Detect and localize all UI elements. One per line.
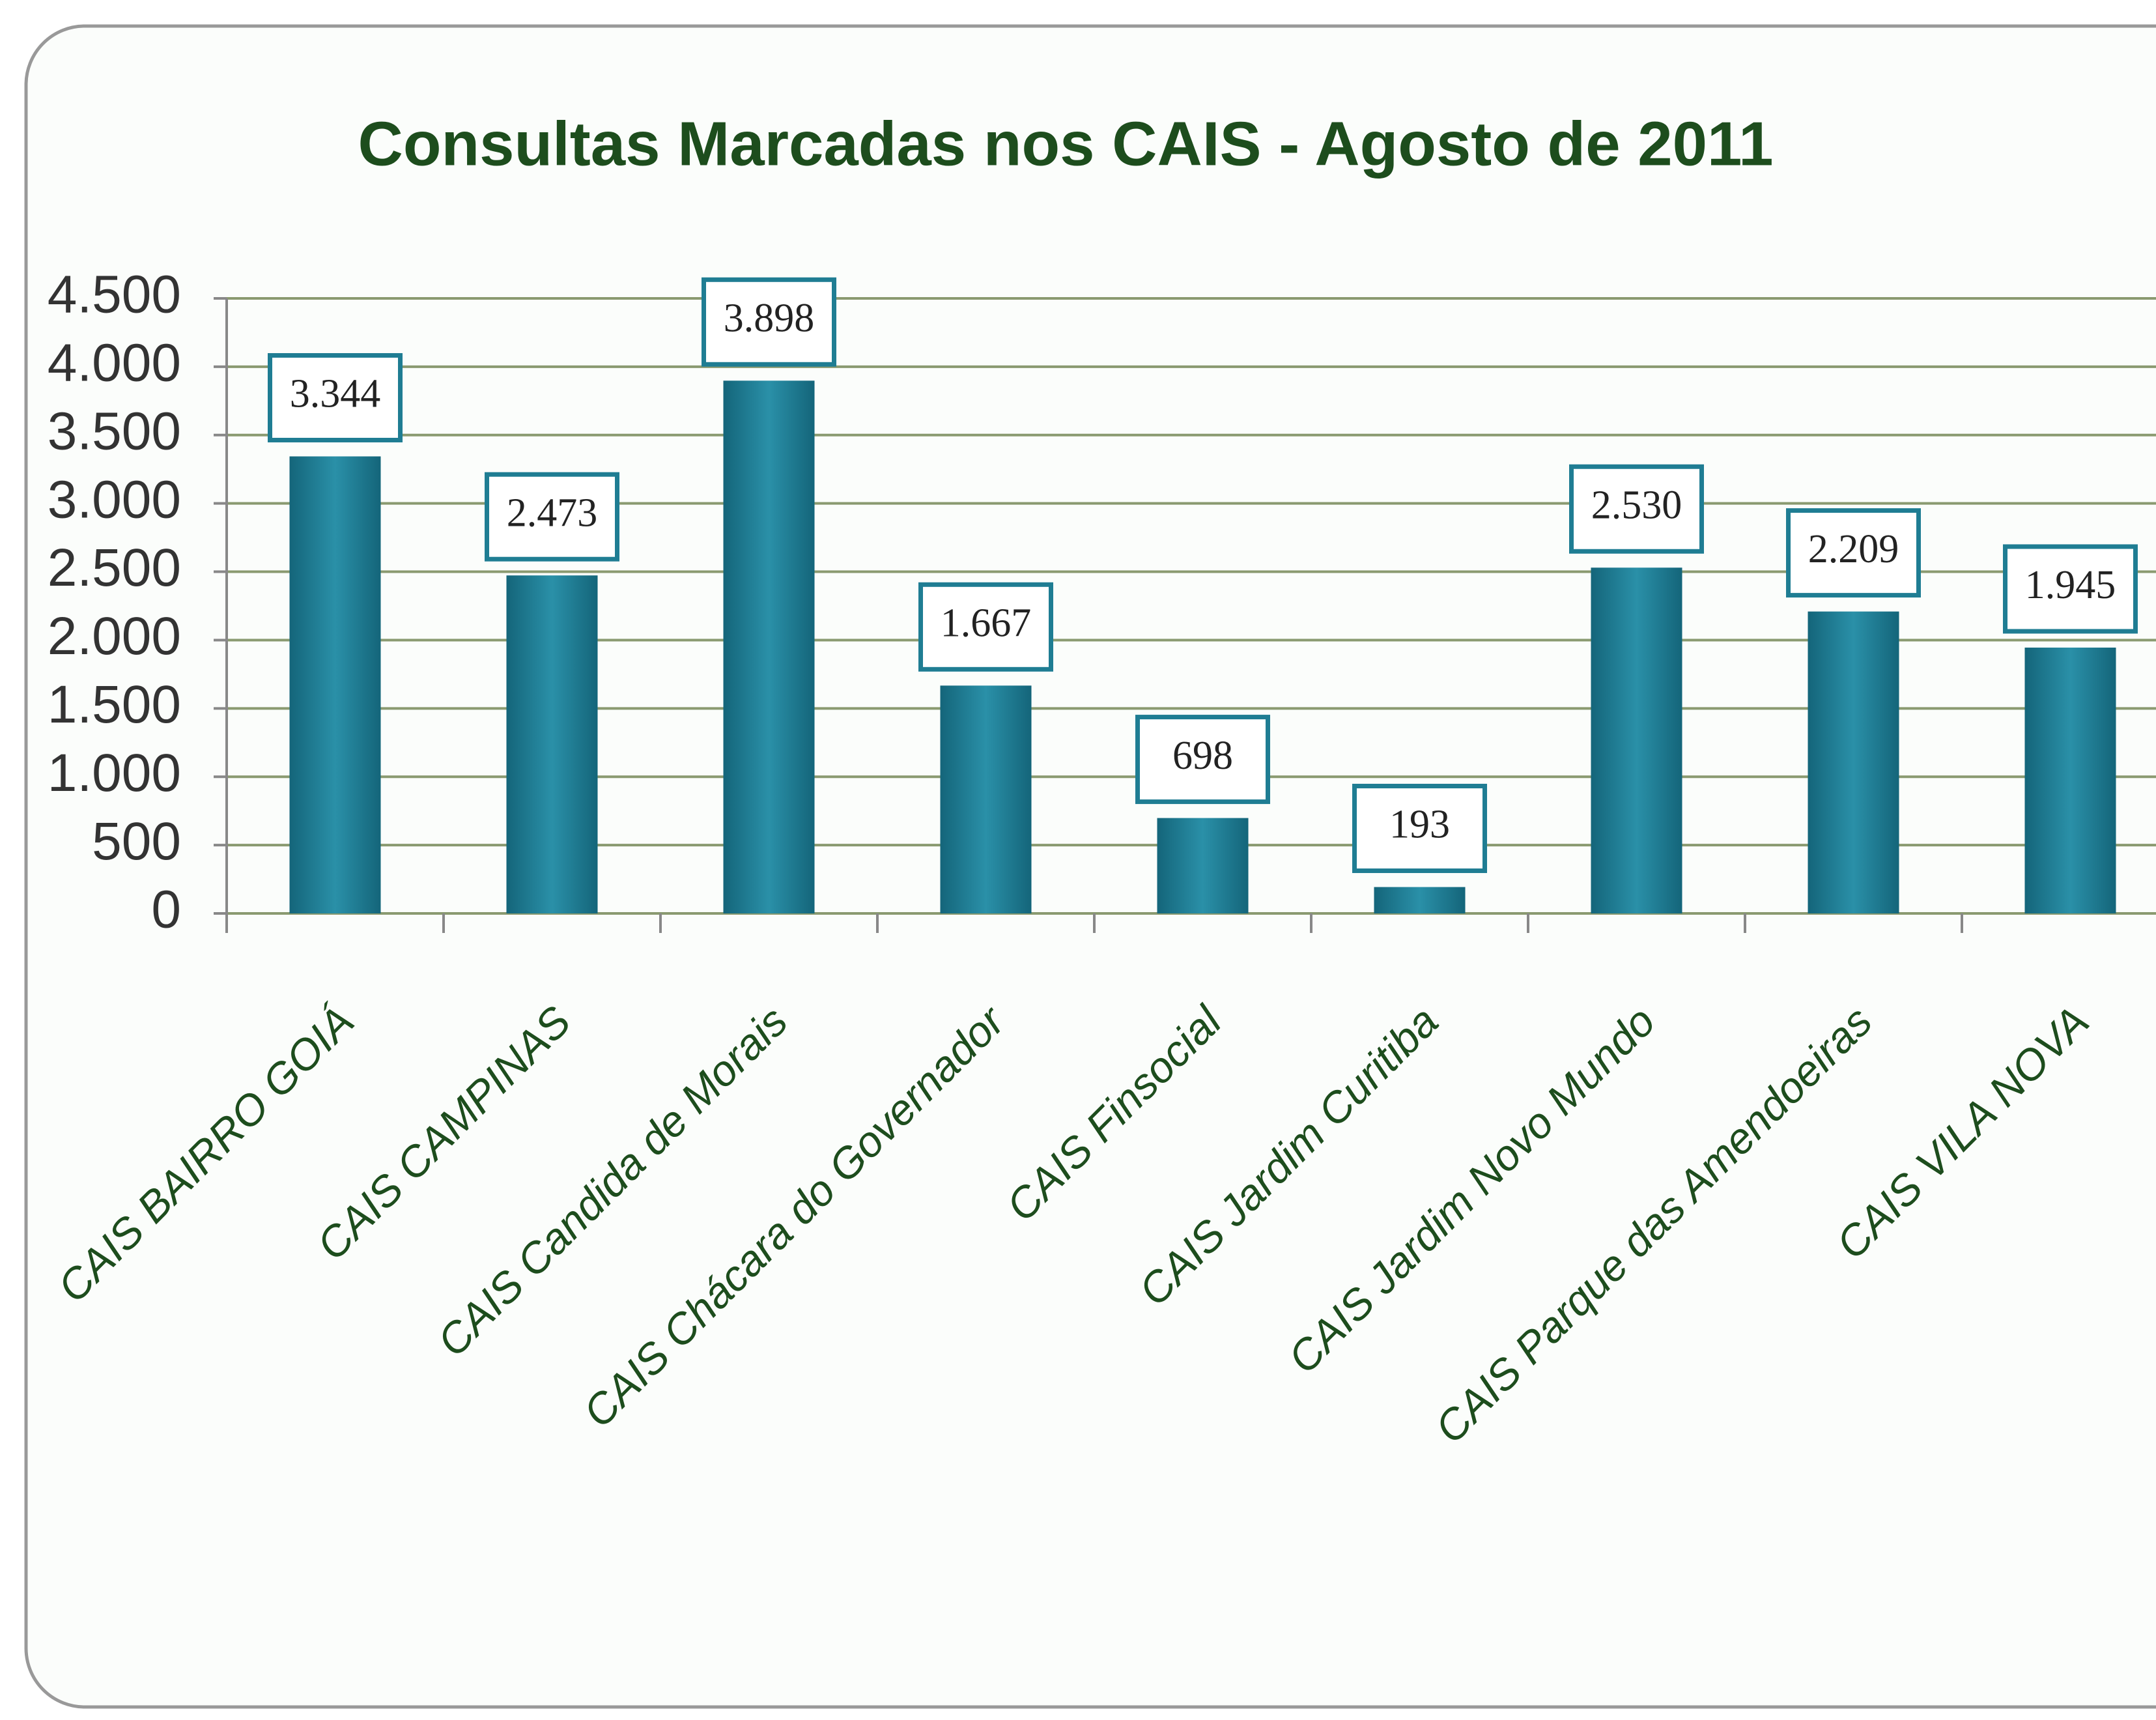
value-label: 193 <box>1389 803 1450 847</box>
bar <box>1157 818 1249 913</box>
frame <box>24 24 2156 1709</box>
value-label: 1.667 <box>941 601 1032 646</box>
y-tick-label: 2.500 <box>48 538 181 597</box>
y-tick-label: 500 <box>92 812 181 871</box>
bar <box>2024 647 2116 913</box>
value-label: 698 <box>1172 734 1233 778</box>
value-label-box <box>918 582 1053 672</box>
value-label: 2.473 <box>507 491 598 535</box>
value-label: 3.898 <box>724 296 815 341</box>
value-label: 3.344 <box>290 372 381 416</box>
value-label-box <box>1786 508 1921 598</box>
bar <box>940 685 1032 913</box>
value-label-box <box>2003 544 2138 634</box>
value-label-box <box>702 277 836 367</box>
bar <box>1374 887 1466 913</box>
bar <box>1591 567 1682 913</box>
value-label-box <box>1352 784 1487 874</box>
bar <box>289 456 381 913</box>
value-label: 2.530 <box>1591 483 1682 527</box>
chart-title: Consultas Marcadas nos CAIS - Agosto de … <box>358 109 1773 179</box>
bar <box>723 380 815 913</box>
bar <box>1808 611 1899 913</box>
y-tick-label: 4.500 <box>48 265 181 324</box>
value-label-box <box>1569 464 1704 554</box>
y-tick-label: 4.000 <box>48 334 181 393</box>
value-label-box <box>268 353 403 443</box>
y-tick-label: 3.500 <box>48 401 181 461</box>
y-tick-label: 1.000 <box>48 743 181 803</box>
value-label-box <box>485 472 619 562</box>
y-tick-label: 2.000 <box>48 607 181 666</box>
value-label: 2.209 <box>1808 527 1899 571</box>
y-tick-label: 0 <box>151 880 181 939</box>
bar <box>506 575 598 913</box>
y-tick-label: 3.000 <box>48 470 181 529</box>
value-label-box <box>1135 715 1270 805</box>
y-tick-label: 1.500 <box>48 675 181 734</box>
value-label: 1.945 <box>2025 563 2116 607</box>
